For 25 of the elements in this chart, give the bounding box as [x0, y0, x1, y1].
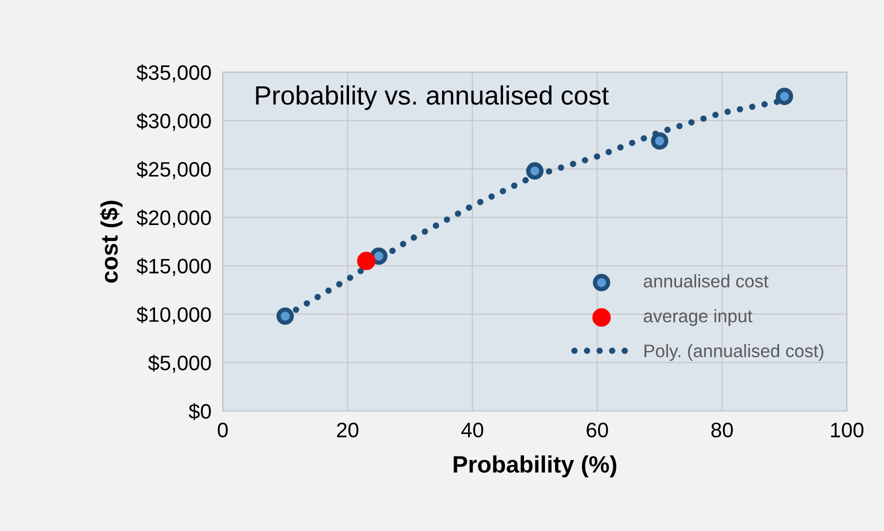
chart-title: Probability vs. annualised cost	[256, 85, 609, 110]
legend-label: average input	[644, 309, 752, 326]
x-axis-title: Probability (%)	[454, 455, 616, 478]
x-tick-label: 40	[461, 422, 484, 438]
point	[650, 132, 668, 150]
y-tick-label: $25,000	[136, 161, 211, 180]
y-tick-label: $30,000	[136, 112, 211, 131]
x-tick-label: 60	[586, 422, 608, 438]
y-tick-label: $20,000	[136, 210, 211, 228]
y-tick-label: $10,000	[136, 306, 211, 324]
y-axis-title: cost ($)	[100, 200, 122, 283]
y-tick-label: $5,000	[148, 354, 211, 373]
x-tick-label: 20	[337, 422, 358, 438]
point	[776, 88, 794, 106]
legend-label: Poly. (annualised cost)	[644, 344, 824, 361]
point	[276, 307, 294, 325]
x-tick-label: 0	[218, 422, 228, 438]
point	[357, 252, 376, 270]
x-tick-label: 80	[711, 422, 733, 438]
x-tick-label: 100	[831, 422, 864, 438]
y-tick-label: $35,000	[136, 64, 211, 82]
y-tick-label: $0	[188, 403, 211, 420]
legend-label: annualised cost	[644, 274, 768, 288]
y-tick-label: $15,000	[136, 258, 211, 276]
point	[526, 162, 544, 180]
